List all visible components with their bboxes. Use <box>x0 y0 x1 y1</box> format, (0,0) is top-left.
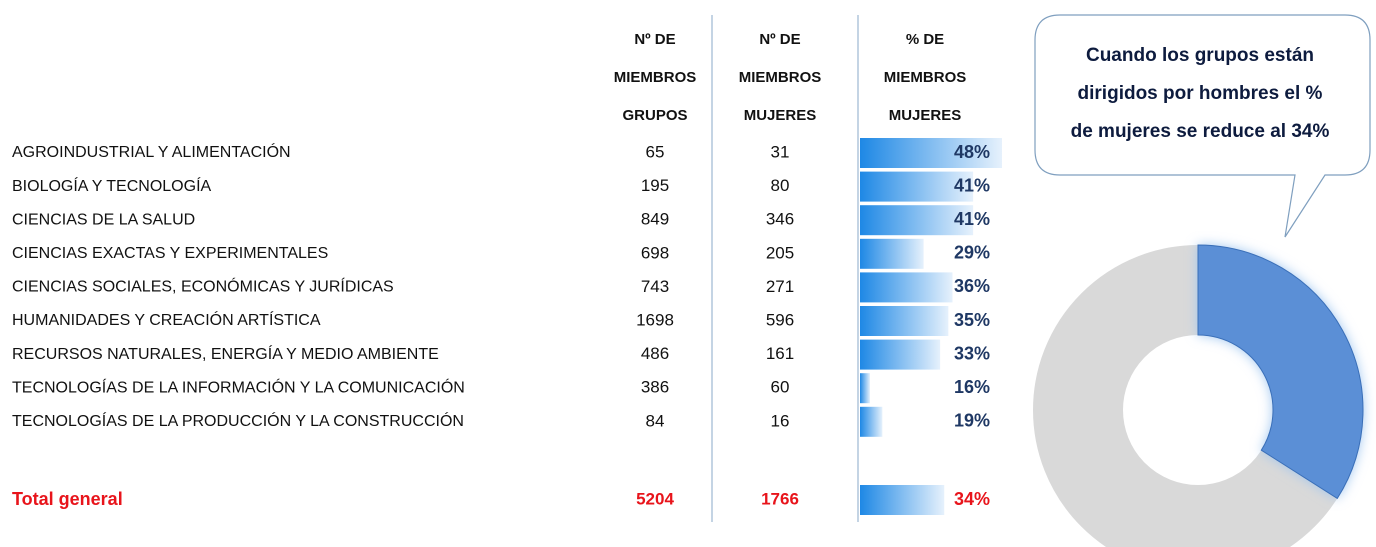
column-header: Nº DE <box>634 31 675 48</box>
members-cell: 849 <box>641 210 669 229</box>
women-cell: 205 <box>766 243 794 262</box>
row-label: TECNOLOGÍAS DE LA INFORMACIÓN Y LA COMUN… <box>12 377 465 396</box>
data-bar <box>860 306 949 336</box>
column-header: Nº DE <box>759 31 800 48</box>
pct-cell: 19% <box>954 411 990 431</box>
column-header: % DE <box>906 31 944 48</box>
data-bar <box>860 339 941 370</box>
data-bar <box>860 205 974 236</box>
data-bar <box>860 238 924 269</box>
data-bar <box>860 373 870 404</box>
row-label: CIENCIAS EXACTAS Y EXPERIMENTALES <box>12 245 328 262</box>
members-cell: 743 <box>641 277 669 296</box>
column-header: GRUPOS <box>622 107 687 124</box>
members-cell: 65 <box>646 142 665 161</box>
members-cell: 698 <box>641 243 669 262</box>
pct-cell: 34% <box>954 489 990 509</box>
column-header: MIEMBROS <box>739 69 822 86</box>
members-cell: 386 <box>641 378 669 397</box>
pct-cell: 29% <box>954 243 990 263</box>
pct-cell: 41% <box>954 175 990 195</box>
column-header: MUJERES <box>744 107 817 124</box>
women-cell: 596 <box>766 310 794 329</box>
women-cell: 1766 <box>761 489 799 508</box>
donut-slice <box>1197 244 1364 500</box>
callout-text: dirigidos por hombres el % <box>1078 83 1323 104</box>
row-label: Total general <box>12 489 123 509</box>
pct-cell: 48% <box>954 142 990 162</box>
row-label: RECURSOS NATURALES, ENERGÍA Y MEDIO AMBI… <box>12 344 439 363</box>
pct-cell: 16% <box>954 377 990 397</box>
data-bar <box>860 485 945 515</box>
women-cell: 16 <box>771 411 790 430</box>
pct-cell: 41% <box>954 209 990 229</box>
row-label: TECNOLOGÍAS DE LA PRODUCCIÓN Y LA CONSTR… <box>12 411 464 430</box>
callout-text: de mujeres se reduce al 34% <box>1071 121 1330 142</box>
column-header: MIEMBROS <box>884 69 967 86</box>
women-cell: 346 <box>766 210 794 229</box>
data-bar <box>860 272 953 303</box>
pct-cell: 33% <box>954 343 990 363</box>
women-cell: 31 <box>771 142 790 161</box>
pct-cell: 36% <box>954 276 990 296</box>
callout-bubble <box>1034 14 1371 238</box>
data-bar <box>860 138 1002 168</box>
pct-cell: 35% <box>954 310 990 330</box>
members-cell: 5204 <box>636 489 674 508</box>
callout-text: Cuando los grupos están <box>1086 45 1314 66</box>
column-header: MIEMBROS <box>614 69 697 86</box>
members-cell: 84 <box>646 411 665 430</box>
row-label: CIENCIAS SOCIALES, ECONÓMICAS Y JURÍDICA… <box>12 277 394 296</box>
women-cell: 60 <box>771 378 790 397</box>
row-label: HUMANIDADES Y CREACIÓN ARTÍSTICA <box>12 310 321 329</box>
column-header: MUJERES <box>889 107 962 124</box>
row-label: CIENCIAS DE LA SALUD <box>12 211 195 228</box>
row-label: AGROINDUSTRIAL Y ALIMENTACIÓN <box>12 142 291 161</box>
members-cell: 486 <box>641 344 669 363</box>
members-cell: 1698 <box>636 310 674 329</box>
members-cell: 195 <box>641 176 669 195</box>
row-label: BIOLOGÍA Y TECNOLOGÍA <box>12 176 212 195</box>
women-cell: 161 <box>766 344 794 363</box>
women-cell: 271 <box>766 277 794 296</box>
data-bar <box>860 171 974 202</box>
data-bar <box>860 406 883 437</box>
women-cell: 80 <box>771 176 790 195</box>
